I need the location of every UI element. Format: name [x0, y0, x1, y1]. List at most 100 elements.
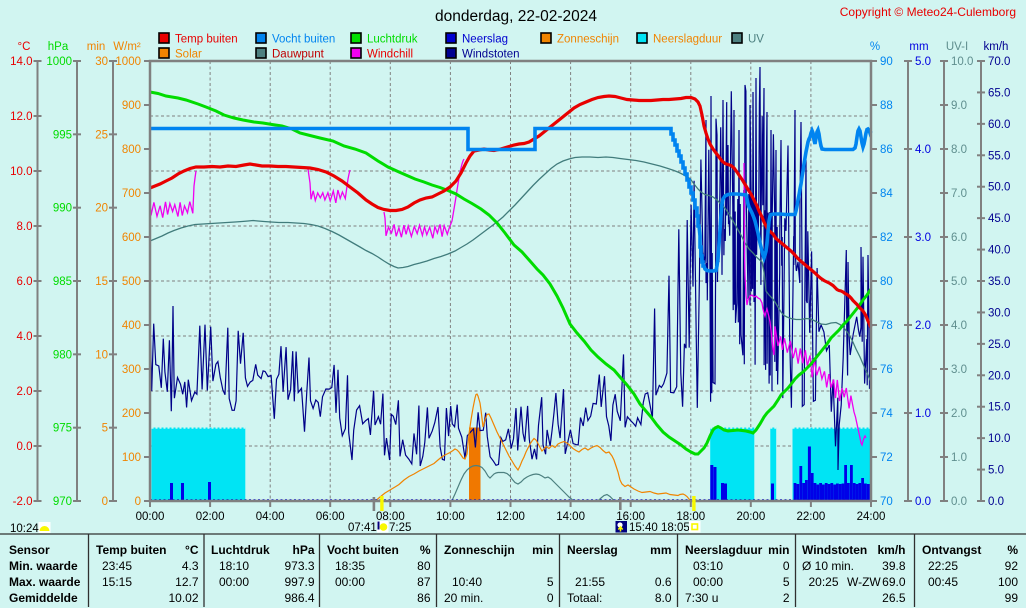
svg-text:mm: mm: [909, 41, 928, 53]
svg-text:55.0: 55.0: [988, 150, 1010, 162]
svg-text:Totaal:: Totaal:: [567, 591, 602, 605]
svg-text:15.0: 15.0: [988, 402, 1010, 414]
svg-text:°C: °C: [185, 543, 199, 557]
svg-text:985: 985: [53, 276, 72, 288]
svg-text:12:00: 12:00: [496, 511, 525, 523]
svg-text:700: 700: [122, 188, 141, 200]
svg-text:3.0: 3.0: [915, 232, 931, 244]
svg-text:24:00: 24:00: [857, 511, 886, 523]
svg-text:0: 0: [135, 496, 141, 508]
svg-text:100: 100: [122, 452, 141, 464]
svg-text:7.0: 7.0: [951, 188, 967, 200]
svg-text:Zonneschijn: Zonneschijn: [557, 34, 619, 46]
svg-text:500: 500: [122, 276, 141, 288]
svg-text:20:00: 20:00: [736, 511, 765, 523]
svg-text:Windchill: Windchill: [367, 49, 413, 61]
svg-text:35.0: 35.0: [988, 276, 1010, 288]
svg-text:Temp buiten: Temp buiten: [175, 34, 238, 46]
svg-text:92: 92: [1005, 559, 1019, 573]
svg-text:2.0: 2.0: [951, 408, 967, 420]
svg-text:07:41: 07:41: [348, 522, 377, 534]
svg-text:84: 84: [880, 188, 893, 200]
svg-text:8.0: 8.0: [951, 144, 967, 156]
svg-text:600: 600: [122, 232, 141, 244]
svg-text:Sensor: Sensor: [9, 543, 50, 557]
svg-text:99: 99: [1005, 591, 1019, 605]
svg-text:Max. waarde: Max. waarde: [9, 575, 81, 589]
svg-text:12.7: 12.7: [175, 575, 199, 589]
svg-text:30.0: 30.0: [988, 307, 1010, 319]
svg-text:Ontvangst: Ontvangst: [922, 543, 981, 557]
svg-text:72: 72: [880, 452, 893, 464]
svg-text:10.0: 10.0: [951, 56, 973, 68]
svg-text:%: %: [1007, 543, 1018, 557]
svg-text:02:00: 02:00: [196, 511, 225, 523]
svg-text:6.0: 6.0: [17, 276, 33, 288]
svg-text:UV: UV: [748, 34, 764, 46]
svg-text:86: 86: [417, 591, 431, 605]
svg-text:973.3: 973.3: [284, 559, 314, 573]
svg-text:8.0: 8.0: [17, 221, 33, 233]
svg-text:Temp buiten: Temp buiten: [96, 543, 166, 557]
svg-text:03:10: 03:10: [693, 559, 723, 573]
svg-text:1000: 1000: [46, 56, 72, 68]
svg-text:10.02: 10.02: [168, 591, 198, 605]
svg-text:21:55: 21:55: [575, 575, 605, 589]
svg-text:Neerslag: Neerslag: [567, 543, 618, 557]
svg-text:UV-I: UV-I: [946, 41, 968, 53]
svg-text:00:00: 00:00: [136, 511, 165, 523]
svg-text:30: 30: [95, 56, 108, 68]
svg-text:997.9: 997.9: [284, 575, 314, 589]
svg-text:km/h: km/h: [877, 543, 905, 557]
svg-text:25: 25: [95, 129, 108, 141]
svg-text:26.5: 26.5: [882, 591, 906, 605]
svg-text:06:00: 06:00: [316, 511, 345, 523]
svg-text:16:00: 16:00: [616, 511, 645, 523]
svg-text:20.0: 20.0: [988, 370, 1010, 382]
svg-text:975: 975: [53, 423, 72, 435]
svg-text:00:45: 00:45: [928, 575, 958, 589]
svg-text:0.6: 0.6: [655, 575, 672, 589]
svg-text:18:05: 18:05: [661, 522, 690, 534]
svg-text:min: min: [768, 543, 789, 557]
svg-text:00:00: 00:00: [335, 575, 365, 589]
svg-text:70: 70: [880, 496, 893, 508]
svg-text:Windstoten: Windstoten: [802, 543, 867, 557]
svg-text:Neerslagduur: Neerslagduur: [685, 543, 763, 557]
svg-text:3.0: 3.0: [951, 364, 967, 376]
svg-text:88: 88: [880, 100, 893, 112]
svg-text:W/m²: W/m²: [113, 41, 141, 53]
svg-text:900: 900: [122, 100, 141, 112]
svg-text:50.0: 50.0: [988, 182, 1010, 194]
svg-text:10:24: 10:24: [10, 523, 39, 535]
svg-text:1000: 1000: [115, 56, 141, 68]
svg-text:18:35: 18:35: [335, 559, 365, 573]
svg-text:Gemiddelde: Gemiddelde: [9, 591, 78, 605]
svg-text:min: min: [87, 41, 106, 53]
svg-text:18:00: 18:00: [676, 511, 705, 523]
svg-text:12.0: 12.0: [10, 111, 32, 123]
svg-text:20 min.: 20 min.: [444, 591, 483, 605]
svg-text:Ø 10 min.: Ø 10 min.: [802, 559, 854, 573]
svg-text:970: 970: [53, 496, 72, 508]
svg-text:km/h: km/h: [984, 41, 1009, 53]
svg-text:0: 0: [783, 559, 790, 573]
svg-text:25.0: 25.0: [988, 339, 1010, 351]
svg-text:20:25: 20:25: [809, 575, 839, 589]
svg-text:995: 995: [53, 129, 72, 141]
svg-text:Min. waarde: Min. waarde: [9, 559, 78, 573]
svg-text:1.0: 1.0: [951, 452, 967, 464]
svg-text:Zonneschijn: Zonneschijn: [444, 543, 515, 557]
svg-text:14:00: 14:00: [556, 511, 585, 523]
svg-text:hPa: hPa: [48, 41, 69, 53]
svg-text:5.0: 5.0: [915, 56, 931, 68]
svg-text:10.0: 10.0: [10, 166, 32, 178]
svg-text:%: %: [420, 543, 431, 557]
svg-text:14.0: 14.0: [10, 56, 32, 68]
svg-text:5.0: 5.0: [988, 465, 1004, 477]
svg-text:39.8: 39.8: [882, 559, 906, 573]
svg-text:00:00: 00:00: [219, 575, 249, 589]
svg-text:Luchtdruk: Luchtdruk: [367, 34, 418, 46]
svg-text:5.0: 5.0: [951, 276, 967, 288]
svg-text:10: 10: [95, 349, 108, 361]
